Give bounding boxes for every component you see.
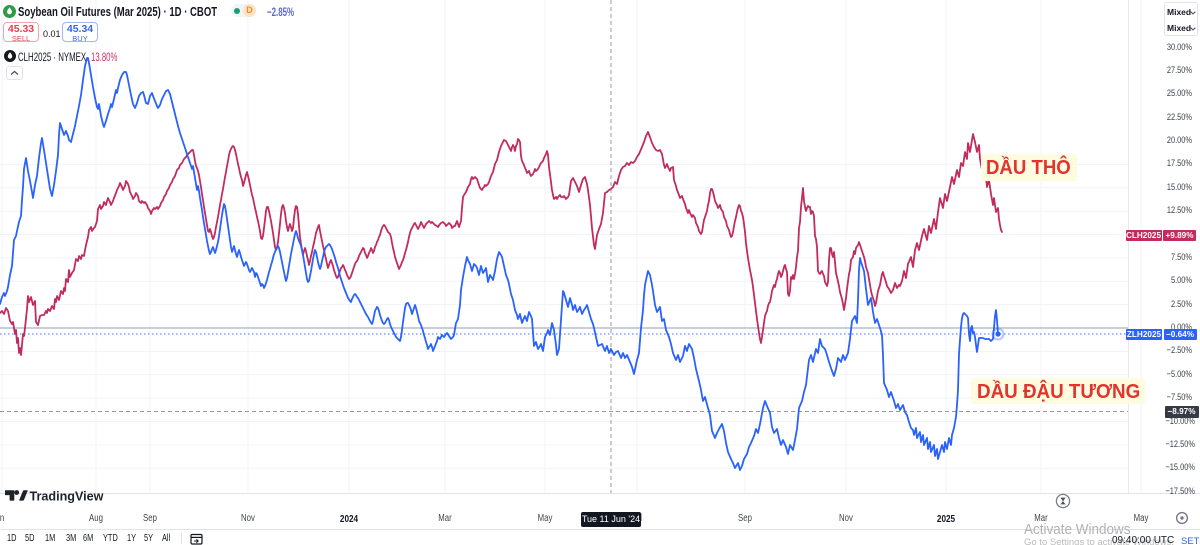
svg-text:TradingView: TradingView xyxy=(30,489,104,503)
